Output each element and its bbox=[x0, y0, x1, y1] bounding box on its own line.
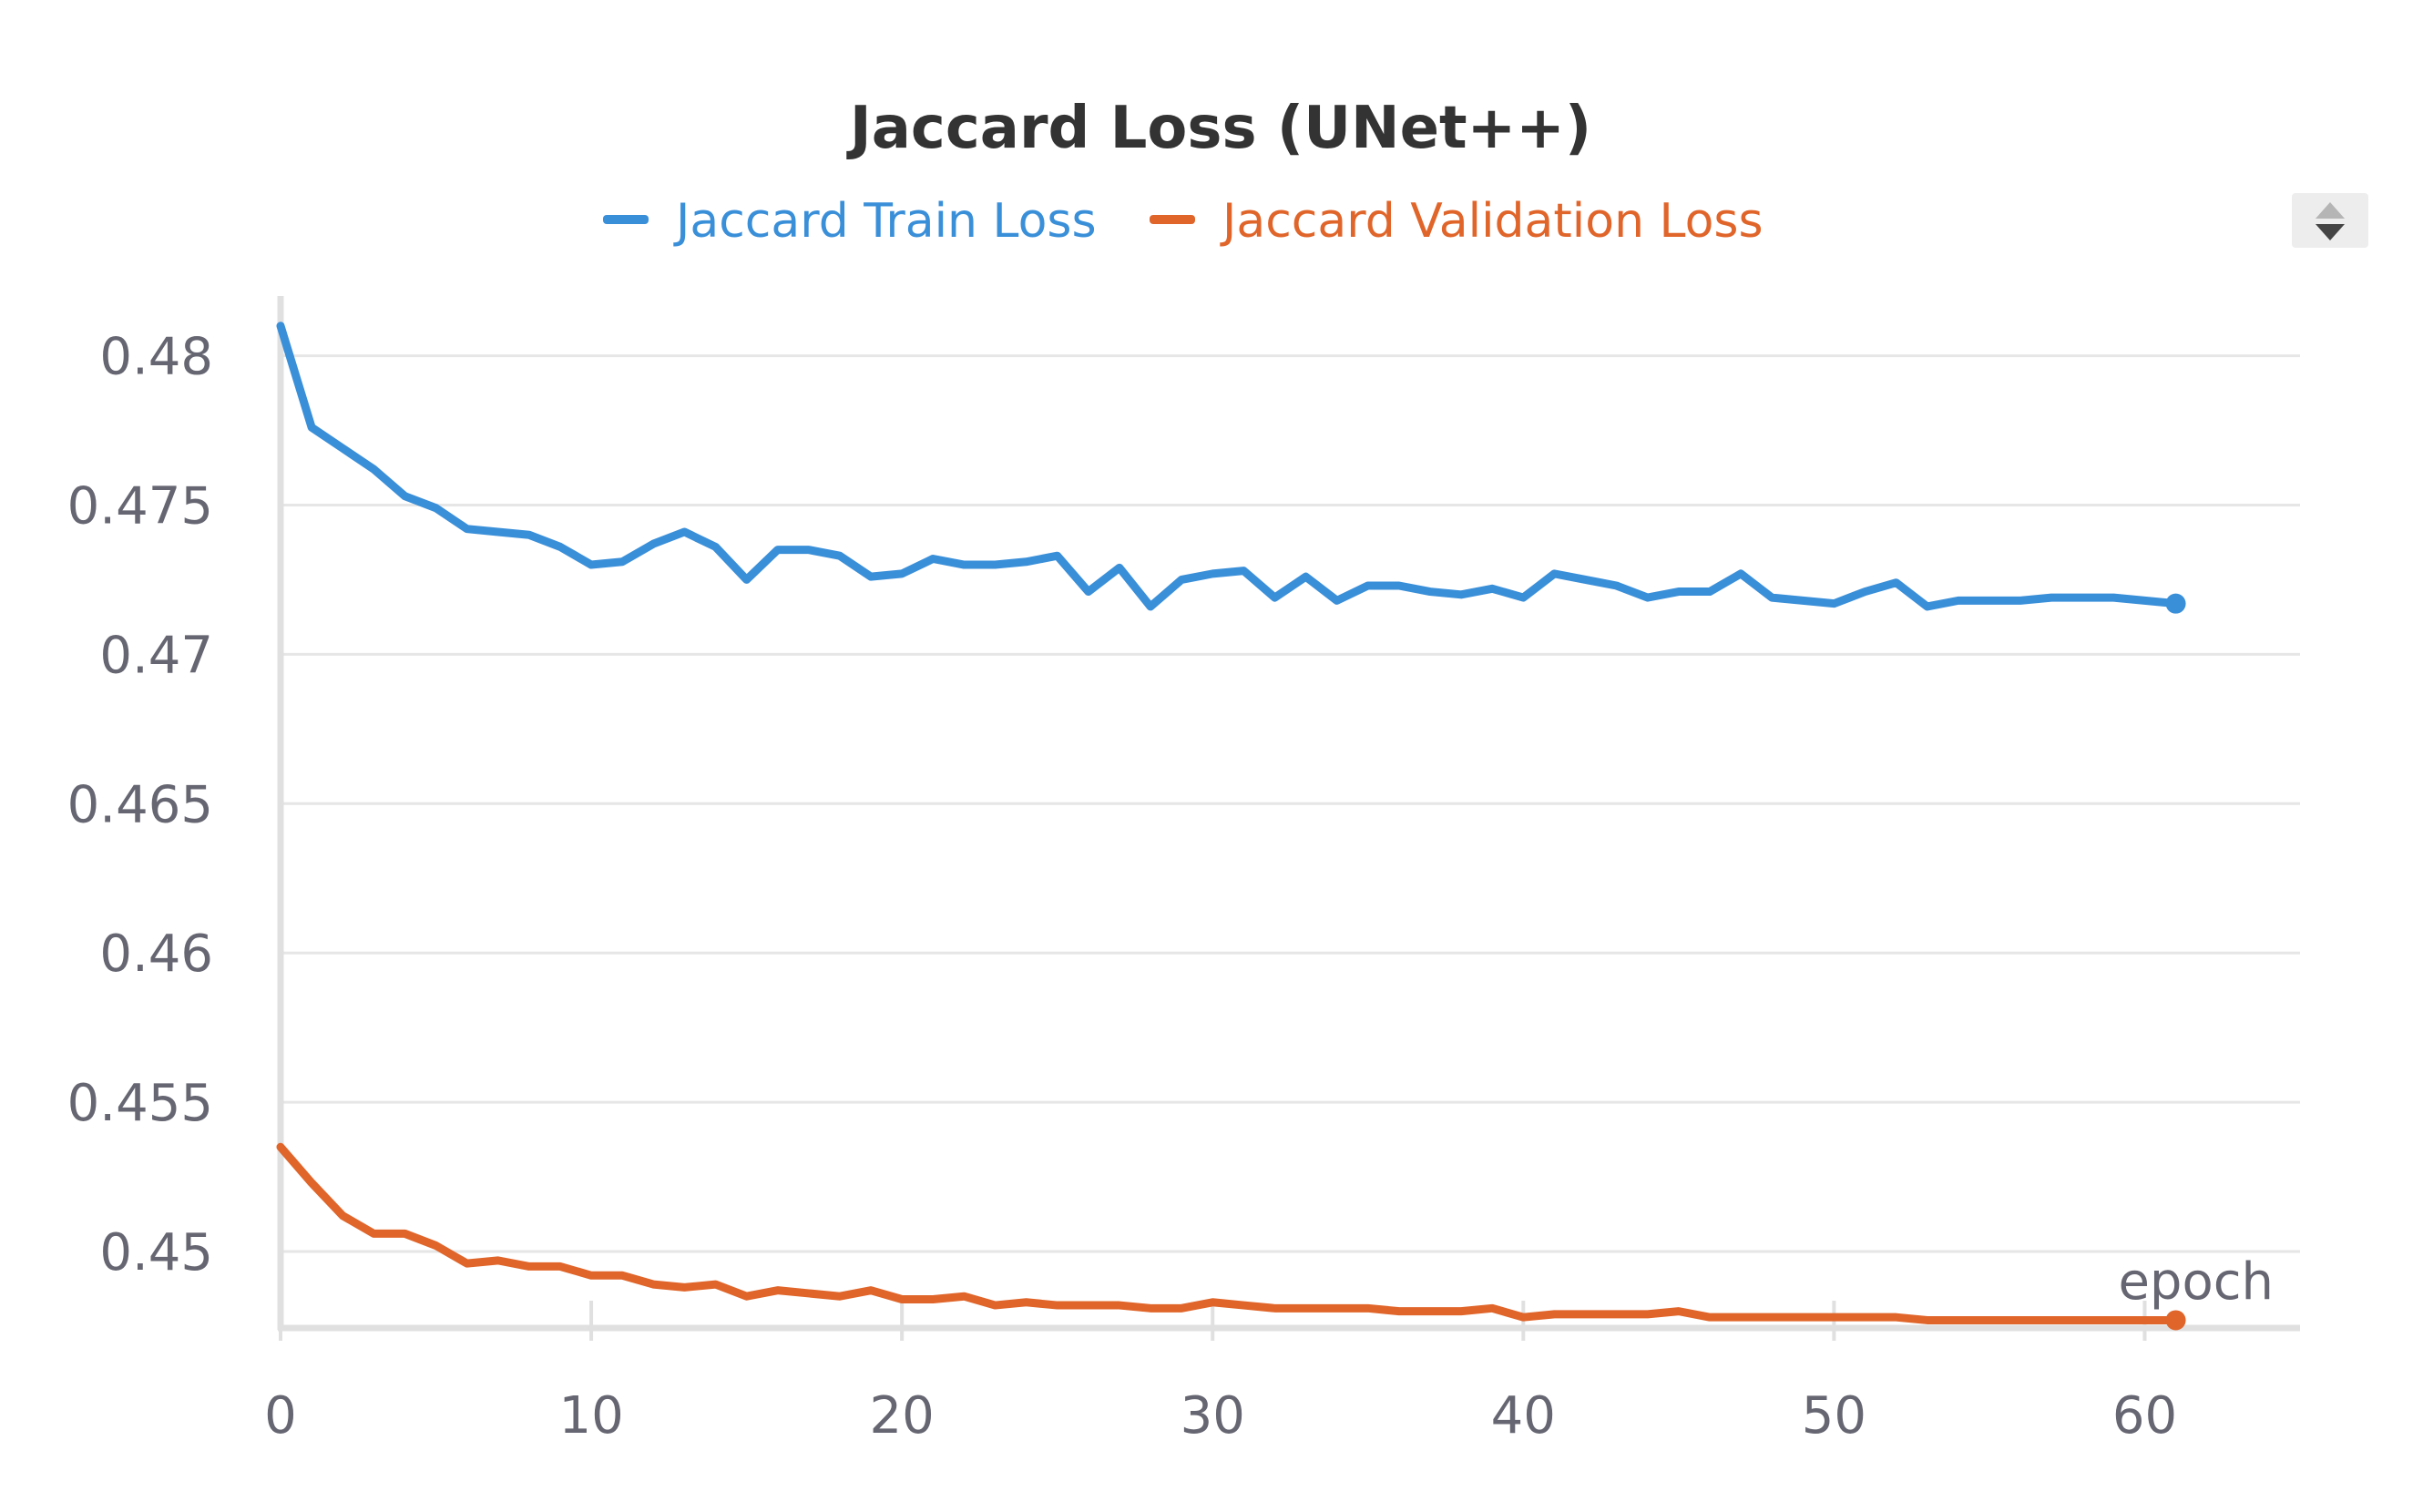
y-tick-label: 0.45 bbox=[99, 1223, 213, 1282]
y-tick-label: 0.455 bbox=[67, 1074, 213, 1133]
x-tick-label: 30 bbox=[1181, 1386, 1245, 1446]
legend-label: Jaccard Train Loss bbox=[673, 194, 1097, 249]
y-axis-ticks: 0.45 0.455 0.46 0.465 0.47 0.475 0.48 bbox=[67, 328, 213, 1282]
y-tick-label: 0.465 bbox=[67, 775, 213, 834]
x-tick-label: 0 bbox=[264, 1386, 297, 1446]
x-tick-label: 20 bbox=[870, 1386, 935, 1446]
series-end-point-validation bbox=[2165, 1310, 2186, 1331]
series-group bbox=[276, 322, 2186, 1331]
series-line-validation bbox=[276, 1142, 2181, 1324]
legend-item-validation[interactable]: Jaccard Validation Loss bbox=[1150, 194, 1764, 249]
x-tick-label: 40 bbox=[1491, 1386, 1556, 1446]
x-axis-ticks: 0 10 20 30 40 50 60 bbox=[264, 1301, 2177, 1446]
x-tick-label: 50 bbox=[1802, 1386, 1866, 1446]
legend-item-train[interactable]: Jaccard Train Loss bbox=[603, 194, 1097, 249]
grid-lines bbox=[281, 354, 2300, 1253]
scroll-down-icon[interactable] bbox=[2316, 224, 2345, 240]
series-end-point-train bbox=[2165, 593, 2186, 614]
scroll-up-icon[interactable] bbox=[2316, 202, 2345, 219]
y-tick-label: 0.46 bbox=[99, 925, 213, 984]
y-tick-label: 0.475 bbox=[67, 476, 213, 536]
x-tick-label: 60 bbox=[2112, 1386, 2177, 1446]
legend-swatch bbox=[1150, 215, 1195, 224]
legend: Jaccard Train Loss Jaccard Validation Los… bbox=[603, 194, 1764, 249]
x-tick-label: 10 bbox=[558, 1386, 623, 1446]
legend-scroll-control[interactable] bbox=[2292, 193, 2368, 248]
legend-label: Jaccard Validation Loss bbox=[1220, 194, 1764, 249]
y-tick-label: 0.47 bbox=[99, 626, 213, 685]
series-line-train bbox=[276, 322, 2181, 611]
y-tick-label: 0.48 bbox=[99, 328, 213, 387]
legend-scroll-background bbox=[2292, 193, 2368, 248]
x-axis-label: epoch bbox=[2118, 1252, 2274, 1312]
legend-swatch bbox=[603, 215, 649, 224]
chart-title: Jaccard Loss (UNet++) bbox=[846, 95, 1591, 162]
